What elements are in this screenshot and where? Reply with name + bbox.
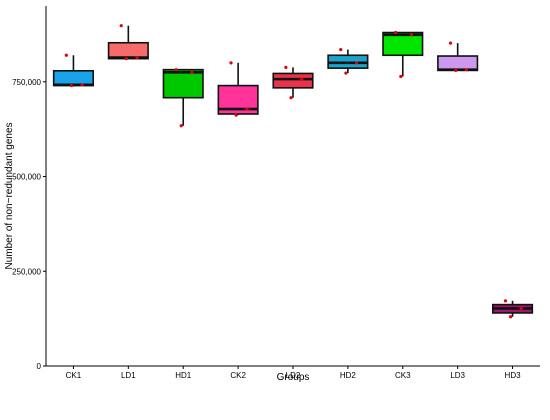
y-tick-label: 0 — [37, 362, 42, 371]
data-point — [448, 41, 453, 45]
data-point — [394, 30, 398, 35]
box-hd3 — [491, 300, 534, 317]
data-point — [344, 71, 348, 75]
data-point — [64, 53, 68, 57]
box-ck1 — [52, 55, 95, 87]
x-tick-label: CK1 — [66, 371, 82, 380]
data-point — [503, 299, 508, 303]
x-tick-label: LD3 — [450, 371, 465, 380]
data-point — [80, 83, 84, 87]
data-point — [519, 306, 523, 310]
box-hd1 — [162, 68, 204, 126]
data-point — [454, 68, 458, 73]
box-body — [272, 72, 314, 89]
data-point — [124, 57, 128, 61]
x-tick-label: CK2 — [230, 371, 246, 380]
box-body — [437, 55, 479, 72]
data-point — [229, 61, 233, 65]
data-point — [508, 315, 513, 319]
x-tick-label: HD2 — [340, 371, 357, 380]
box-body — [52, 70, 95, 87]
data-point — [174, 68, 178, 72]
box-ld3 — [437, 43, 479, 72]
data-point — [339, 47, 343, 52]
y-tick-label: 500,000 — [12, 173, 41, 182]
data-point — [69, 83, 74, 88]
data-point — [399, 74, 403, 79]
axis-layer — [45, 6, 540, 367]
y-tick-label: 750,000 — [12, 78, 41, 87]
box-ck3 — [382, 31, 424, 77]
data-point — [190, 70, 194, 74]
data-point — [119, 24, 123, 28]
point-layer — [64, 24, 523, 319]
tick-layer: 0 250,000 500,000 750,000 CK1 LD1 HD1 CK2 LD2 HD2… — [12, 78, 521, 380]
data-point — [300, 77, 304, 81]
box-ld1 — [107, 25, 149, 60]
x-tick-label: LD1 — [121, 371, 136, 380]
data-point — [354, 61, 359, 65]
x-axis-title: Groups — [277, 372, 310, 383]
x-tick-label: HD1 — [175, 371, 192, 380]
data-point — [179, 124, 183, 128]
data-point — [284, 65, 288, 69]
box-hd2 — [327, 49, 369, 74]
box-layer — [52, 25, 534, 317]
box-ld2 — [272, 67, 314, 98]
data-point — [464, 68, 468, 72]
data-point — [409, 33, 414, 37]
x-tick-label: HD3 — [505, 371, 522, 380]
y-axis-title: Number of non−redundant genes — [4, 122, 15, 269]
x-tick-label: LD2 — [286, 371, 301, 380]
data-point — [289, 96, 293, 100]
data-point — [135, 55, 139, 60]
box-body — [162, 68, 204, 99]
box-body — [382, 31, 424, 57]
data-point — [234, 113, 238, 117]
data-point — [245, 107, 249, 111]
y-tick-label: 250,000 — [12, 267, 41, 276]
box-ck2 — [217, 62, 259, 116]
x-tick-label: CK3 — [395, 371, 411, 380]
